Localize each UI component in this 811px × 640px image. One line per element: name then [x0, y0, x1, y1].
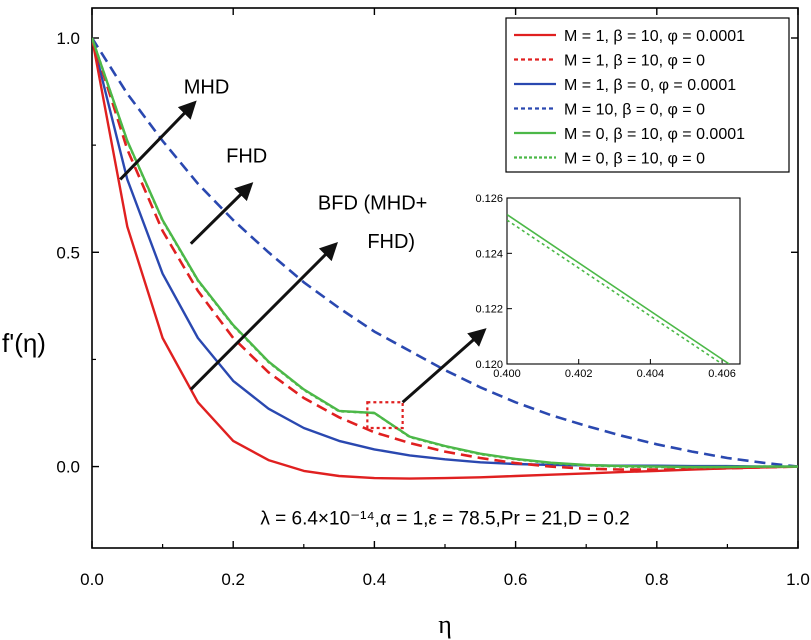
series-line-1 [92, 37, 798, 471]
x-tick-label: 0.4 [363, 570, 387, 589]
annotation-1: FHD [226, 145, 267, 167]
legend-box [505, 17, 790, 173]
series-line-5 [92, 37, 798, 469]
inset-y-tick-label: 0.120 [475, 359, 503, 371]
x-tick-label: 0.2 [221, 570, 245, 589]
inset-y-tick-label: 0.126 [475, 193, 503, 205]
arrow-2 [189, 242, 338, 391]
inset-y-tick-label: 0.122 [475, 304, 503, 316]
series-group [92, 37, 798, 480]
legend-label-0: M = 1, β = 10, φ = 0.0001 [564, 28, 745, 45]
annotation-3: FHD) [367, 231, 415, 253]
inset-series-line-1 [507, 219, 723, 364]
x-tick-label: 0.6 [504, 570, 528, 589]
x-tick-label: 1.0 [786, 570, 810, 589]
annotation-0: MHD [184, 77, 230, 99]
inset-frame [506, 197, 741, 365]
zoom-box [366, 401, 404, 430]
inset-y-tick-label: 0.124 [475, 248, 503, 260]
y-tick-label: 1.0 [56, 29, 80, 48]
y-tick-label: 0.5 [56, 243, 80, 262]
inset-series-line-0 [507, 213, 730, 364]
x-tick-label: 0.0 [80, 570, 104, 589]
inset-series-group [507, 213, 730, 364]
parameter-text: λ = 6.4×10⁻¹⁴,α = 1,ε = 78.5,Pr = 21,D =… [260, 508, 629, 529]
inset-x-tick-label: 0.406 [708, 368, 736, 380]
arrow-0 [119, 100, 197, 181]
y-tick-label: 0.0 [56, 458, 80, 477]
legend-label-2: M = 1, β = 0, φ = 0.0001 [564, 77, 736, 94]
inset-x-tick-label: 0.402 [565, 368, 593, 380]
arrow-1 [189, 182, 254, 245]
y-axis-label: f'(η) [2, 328, 46, 358]
series-line-3 [92, 37, 798, 468]
x-axis-label: η [438, 610, 452, 639]
inset-x-tick-label: 0.400 [493, 368, 521, 380]
legend-label-5: M = 0, β = 10, φ = 0 [564, 151, 705, 168]
series-line-0 [92, 37, 798, 480]
inset-x-tick-label: 0.404 [637, 368, 665, 380]
arrow-3 [401, 328, 487, 404]
legend-label-4: M = 0, β = 10, φ = 0.0001 [564, 126, 745, 143]
legend-label-1: M = 1, β = 10, φ = 0 [564, 53, 705, 70]
x-tick-label: 0.8 [645, 570, 669, 589]
annotation-2: BFD (MHD+ [318, 192, 427, 214]
legend-label-3: M = 10, β = 0, φ = 0 [564, 102, 705, 119]
